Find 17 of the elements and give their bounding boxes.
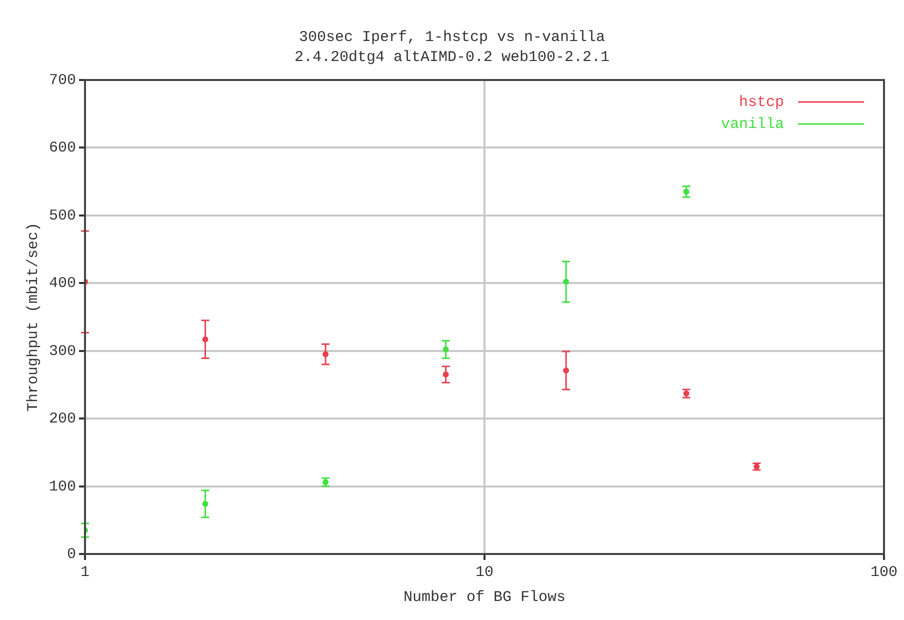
legend-label: hstcp: [738, 94, 784, 111]
x-axis-title: Number of BG Flows: [403, 588, 566, 606]
y-tick-label: 300: [48, 342, 76, 360]
y-tick-label: 600: [48, 140, 76, 157]
chart-subtitle: 2.4.20dtg4 altAIMD-0.2 web100-2.2.1: [294, 48, 610, 66]
y-tick-label: 500: [48, 207, 76, 224]
chart-title: 300sec Iperf, 1-hstcp vs n-vanilla: [298, 28, 606, 46]
y-tick-label: 400: [48, 275, 76, 292]
x-tick-label: 10: [475, 564, 494, 581]
x-tick-label: 1: [80, 564, 90, 581]
legend-label: vanilla: [720, 116, 784, 133]
y-axis-title: Throughput (mbit/sec): [24, 222, 42, 412]
y-tick-label: 200: [48, 410, 76, 428]
x-tick-label: 100: [870, 564, 898, 581]
y-tick-label: 100: [48, 478, 76, 496]
y-tick-label: 0: [66, 546, 76, 563]
y-tick-label: 700: [48, 72, 76, 89]
